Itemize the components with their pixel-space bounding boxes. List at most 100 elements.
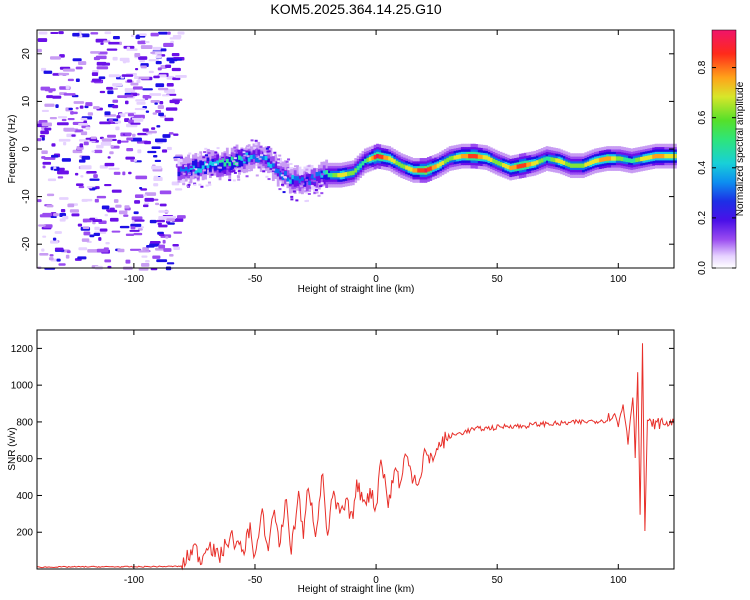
- ridge-cell: [308, 174, 312, 184]
- ridge-cell: [456, 154, 459, 160]
- ridge-speck: [234, 167, 238, 170]
- ridge-cell: [286, 177, 290, 182]
- ridge-speck: [246, 146, 250, 149]
- ridge-cell: [649, 154, 653, 160]
- ridge-speck: [195, 175, 199, 178]
- ridge-cell: [317, 171, 321, 176]
- ridge-speck: [232, 170, 236, 173]
- snr-x-tick-label: -100: [124, 575, 144, 586]
- ridge-cell: [182, 167, 186, 173]
- colorbar-tick-label: 0.6: [697, 110, 708, 124]
- noise-speck: [139, 33, 147, 37]
- ridge-cell: [286, 167, 290, 181]
- noise-speck: [144, 192, 157, 196]
- noise-speck: [79, 105, 84, 109]
- snr-x-tick-label: 50: [492, 575, 504, 586]
- ridge-cell: [259, 154, 263, 160]
- ridge-speck: [259, 145, 263, 148]
- ridge-cell: [419, 168, 423, 173]
- colorbar-gradient: [711, 29, 737, 269]
- ridge-cell: [269, 163, 273, 169]
- snr-x-tick-label: 0: [373, 575, 379, 586]
- noise-speck: [117, 248, 125, 253]
- noise-speck: [42, 165, 46, 169]
- noise-speck: [75, 107, 79, 110]
- noise-speck: [129, 248, 142, 251]
- ridge-cell: [635, 157, 639, 163]
- snr-y-ticks: 200 400 600 800 1000 1200: [11, 344, 674, 539]
- ridge-cell: [518, 163, 522, 169]
- noise-speck: [94, 226, 100, 231]
- noise-speck: [83, 141, 89, 146]
- noise-speck: [121, 74, 134, 77]
- noise-speck: [72, 111, 78, 115]
- noise-speck: [85, 126, 91, 130]
- noise-speck: [42, 212, 52, 217]
- ridge-speck: [259, 162, 263, 165]
- ridge-speck: [188, 152, 192, 155]
- noise-speck: [48, 90, 53, 93]
- ridge-speck: [205, 163, 209, 166]
- ridge-cell: [177, 164, 181, 174]
- noise-speck: [118, 41, 122, 46]
- ridge-speck: [245, 175, 249, 178]
- ridge-speck: [262, 170, 266, 173]
- ridge-cell: [225, 158, 229, 164]
- ridge-speck: [229, 168, 233, 171]
- ridge-speck: [263, 152, 267, 155]
- noise-speck: [124, 88, 136, 92]
- noise-speck: [78, 139, 89, 142]
- noise-speck: [135, 175, 148, 180]
- noise-speck: [153, 75, 160, 79]
- ridge-speck: [226, 166, 230, 169]
- noise-speck: [149, 240, 161, 244]
- ridge-speck: [194, 168, 198, 171]
- noise-speck: [72, 58, 82, 62]
- ridge-cell: [535, 160, 539, 165]
- noise-speck: [39, 253, 49, 256]
- noise-speck: [146, 244, 155, 248]
- ridge-cell: [594, 158, 597, 164]
- ridge-speck: [203, 151, 207, 154]
- ridge-speck: [232, 179, 236, 182]
- noise-speck: [84, 105, 89, 109]
- ridge-cell: [545, 156, 549, 161]
- ridge-speck: [258, 157, 262, 160]
- noise-speck: [40, 130, 49, 135]
- ridge-cell: [385, 155, 389, 161]
- ridge-speck: [243, 154, 247, 157]
- noise-speck: [104, 111, 111, 116]
- ridge-cell: [620, 156, 624, 162]
- noise-speck: [167, 31, 171, 35]
- ridge-speck: [287, 168, 291, 171]
- noise-speck: [94, 198, 99, 203]
- noise-speck: [46, 204, 54, 208]
- ridge-cell: [657, 153, 660, 159]
- ridge-speck: [289, 162, 293, 165]
- ridge-speck: [253, 146, 257, 149]
- ridge-cell: [550, 157, 554, 162]
- noise-speck: [136, 79, 141, 84]
- snr-x-label: Height of straight line (km): [298, 584, 415, 595]
- noise-speck: [112, 99, 119, 103]
- noise-speck: [158, 224, 168, 228]
- noise-speck: [58, 31, 64, 35]
- noise-speck: [153, 183, 159, 187]
- ridge-cell: [288, 179, 292, 184]
- ridge-cell: [361, 161, 365, 166]
- ridge-cell: [475, 154, 479, 159]
- noise-speck: [74, 129, 84, 133]
- noise-speck: [53, 168, 60, 171]
- noise-speck: [55, 104, 59, 109]
- noise-speck: [44, 103, 55, 107]
- noise-speck: [104, 31, 112, 35]
- noise-speck: [169, 37, 181, 40]
- noise-speck: [49, 117, 57, 120]
- noise-speck: [161, 149, 168, 153]
- ridge-cell: [521, 163, 525, 168]
- noise-speck: [130, 122, 141, 125]
- ridge-speck: [233, 146, 237, 149]
- ridge-cell: [579, 163, 583, 168]
- noise-speck: [157, 105, 164, 109]
- ridge-cell: [356, 165, 360, 171]
